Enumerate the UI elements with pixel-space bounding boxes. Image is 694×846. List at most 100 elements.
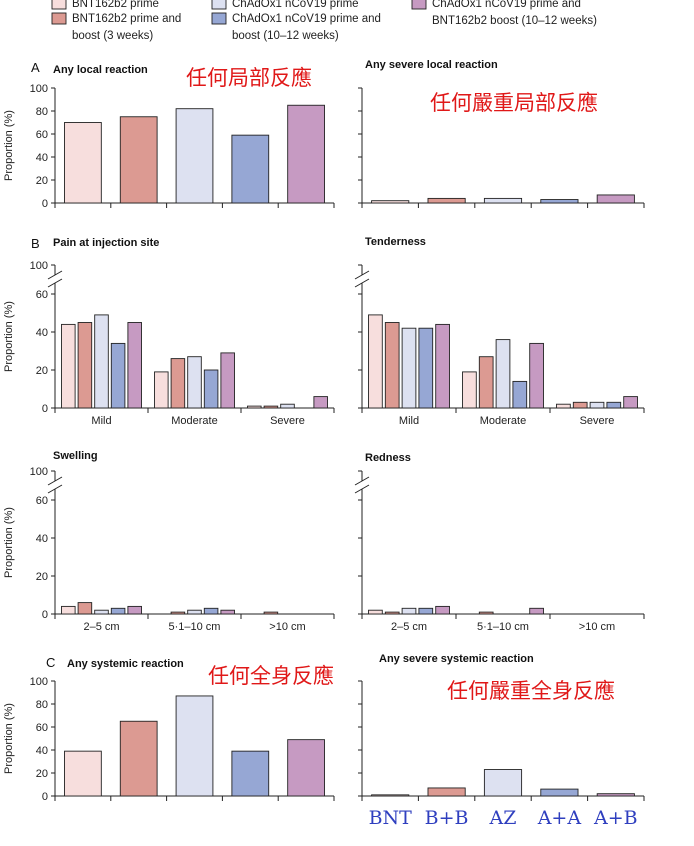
panel-4-title: Tenderness (365, 236, 426, 248)
panel-4-bar-az_prime-moderate (495, 339, 511, 409)
panel-3-axis-break (47, 278, 63, 288)
panel-8-group-abbreviation: B+B (425, 807, 469, 829)
panel-1-y-tick-label: 80 (36, 106, 48, 118)
panel-3-category-label: Severe (270, 415, 305, 427)
panel-3-y-tick-label: 100 (30, 260, 48, 272)
panel-6-category-label: 5·1–10 cm (477, 621, 529, 633)
panel-7-bar-az_prime (175, 695, 214, 797)
panel-5-axis-break (47, 476, 63, 486)
panel-5-bar-bnt_boost-5-1-10-cm (170, 611, 186, 615)
panel-2-bar-bnt_boost (427, 197, 466, 204)
panel-1-y-tick-label: 60 (36, 129, 48, 141)
panel-5-axis-break (47, 484, 63, 494)
panel-1-y-tick-label: 100 (30, 83, 48, 95)
panel-8-group-abbreviation: BNT (369, 807, 413, 829)
legend-label-bnt_boost: boost (3 weeks) (72, 30, 153, 42)
panel-6-axis-break (354, 484, 370, 494)
panel-6-category-label: >10 cm (579, 621, 615, 633)
panel-6-axis-break (354, 476, 370, 486)
panel-5-bar-az_bnt-5-1-10-cm (220, 609, 235, 615)
panel-3-letter: B (31, 236, 40, 251)
panel-6-bar-az_boost-2-5-cm (418, 607, 434, 615)
panel-3-bar-az_boost-moderate (203, 369, 219, 409)
panel-1-bar-az_boost (231, 134, 270, 204)
legend: BNT162b2 prime BNT162b2 prime and boost (3… (51, 0, 597, 42)
panel-3-bar-az_bnt-severe (313, 396, 328, 409)
panel-6-bar-bnt_boost-2-5-cm (384, 611, 400, 615)
legend-swatch-az_boost (211, 12, 227, 25)
panel-7-any-systemic-reaction: C Any systemic reaction 任何全身反應 0 20 40 60 80 100… (3, 655, 335, 803)
panel-7-title: Any systemic reaction (67, 658, 184, 670)
panel-3-bar-az_bnt-moderate (220, 352, 235, 409)
panel-5-swelling: Swelling 100 0 20 40 60 Proportion (%) 2–5 cm 5·… (3, 450, 335, 633)
panel-2-bar-az_prime (483, 197, 523, 204)
panel-4-bar-az_prime-severe (589, 401, 605, 409)
panel-7-chinese-label: 任何全身反應 (208, 664, 334, 688)
panel-3-bar-az_prime-moderate (187, 356, 202, 409)
panel-5-y-axis-label: Proportion (%) (3, 507, 15, 578)
panel-1-y-tick-label: 40 (36, 152, 48, 164)
panel-4-bar-az_bnt-moderate (529, 342, 544, 409)
panel-3-y-tick-label: 0 (42, 403, 48, 415)
panel-4-bar-bnt_boost-mild (384, 322, 400, 409)
panel-3-category-label: Mild (91, 415, 111, 427)
panel-7-bar-az_bnt (287, 739, 325, 797)
panel-5-bar-az_prime-2-5-cm (94, 609, 109, 615)
panel-1-any-local-reaction: A Any local reaction 任何局部反應 0 20 40 60 80 100 Pro… (3, 60, 335, 210)
panel-7-y-tick-label: 100 (30, 676, 48, 688)
panel-4-category-label: Moderate (480, 415, 526, 427)
panel-4-bar-az_boost-severe (606, 401, 622, 409)
panel-5-y-tick-label: 100 (30, 466, 48, 478)
panel-4-category-label: Severe (580, 415, 615, 427)
panel-7-y-tick-label: 0 (42, 791, 48, 803)
panel-4-bar-bnt_boost-severe (572, 401, 588, 409)
panel-1-y-axis-label: Proportion (%) (3, 110, 15, 181)
panel-3-axis-break (47, 270, 63, 280)
panel-6-bar-az_prime-2-5-cm (401, 607, 417, 615)
panel-5-y-tick-label: 20 (36, 571, 48, 583)
panel-6-title: Redness (365, 452, 411, 464)
panel-3-bar-bnt_boost-mild (77, 322, 93, 409)
panel-6-category-label: 2–5 cm (391, 621, 427, 633)
panel-1-letter: A (31, 60, 40, 75)
panel-3-bar-az_prime-mild (94, 314, 109, 409)
panel-3-category-label: Moderate (171, 415, 217, 427)
panel-6-bar-bnt_boost-5-1-10-cm (478, 611, 494, 615)
panel-5-category-label: >10 cm (269, 621, 305, 633)
panel-4-axis-break (354, 278, 370, 288)
legend-label-az_prime: ChAdOx1 nCoV19 prime (232, 0, 359, 10)
panel-7-y-tick-label: 40 (36, 745, 48, 757)
panel-4-bar-bnt_prime-mild (368, 314, 383, 409)
panel-3-bar-bnt_prime-moderate (154, 371, 169, 409)
panel-2-bar-bnt_prime (371, 200, 410, 204)
panel-2-bar-az_boost (540, 199, 579, 204)
panel-8-group-abbreviation: AZ (489, 807, 517, 829)
panel-4-bar-az_prime-mild (401, 327, 417, 409)
panel-4-bar-bnt_boost-moderate (478, 356, 494, 409)
panel-7-letter: C (46, 655, 55, 670)
panel-3-y-tick-label: 40 (36, 327, 48, 339)
panel-5-title: Swelling (53, 450, 98, 462)
panel-1-bar-bnt_boost (119, 116, 158, 204)
panel-5-bar-bnt_prime-2-5-cm (61, 605, 76, 615)
panel-3-y-axis-label: Proportion (%) (3, 301, 15, 372)
legend-label-az_boost: boost (10–12 weeks) (232, 30, 339, 42)
panel-8-bar-bnt_boost (427, 787, 466, 797)
panel-7-bar-bnt_prime (64, 750, 102, 797)
panel-6-bar-az_bnt-5-1-10-cm (529, 607, 544, 615)
panel-3-pain-at-injection-site: B Pain at injection site 100 0 20 40 60 Proport… (3, 236, 335, 427)
legend-swatch-bnt_boost (51, 12, 67, 25)
panel-6-redness: Redness 2–5 cm 5·1–10 cm >10 cm (354, 452, 645, 633)
panel-4-bar-az_boost-mild (418, 327, 434, 409)
panel-4-bar-bnt_prime-severe (556, 403, 571, 409)
panel-8-group-abbreviation: A+B (593, 807, 638, 829)
panel-8-any-severe-systemic-reaction: Any severe systemic reaction 任何嚴重全身反應 BNT B… (358, 653, 645, 829)
panel-4-bar-bnt_prime-moderate (462, 371, 477, 409)
panel-5-category-label: 5·1–10 cm (169, 621, 221, 633)
panel-3-bar-az_bnt-mild (127, 322, 142, 409)
panel-2-chinese-label: 任何嚴重局部反應 (430, 91, 598, 115)
legend-swatch-bnt_prime (51, 0, 67, 10)
panel-7-bar-bnt_boost (119, 720, 158, 797)
panel-8-title: Any severe systemic reaction (379, 653, 534, 665)
panel-5-bar-az_bnt-2-5-cm (127, 605, 142, 615)
